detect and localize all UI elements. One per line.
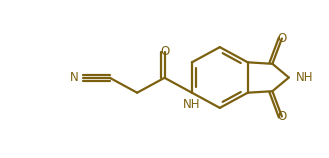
Text: O: O <box>277 32 287 45</box>
Text: NH: NH <box>183 97 201 110</box>
Text: N: N <box>69 71 78 84</box>
Text: NH: NH <box>296 71 313 84</box>
Text: O: O <box>277 110 287 123</box>
Text: O: O <box>160 45 169 58</box>
